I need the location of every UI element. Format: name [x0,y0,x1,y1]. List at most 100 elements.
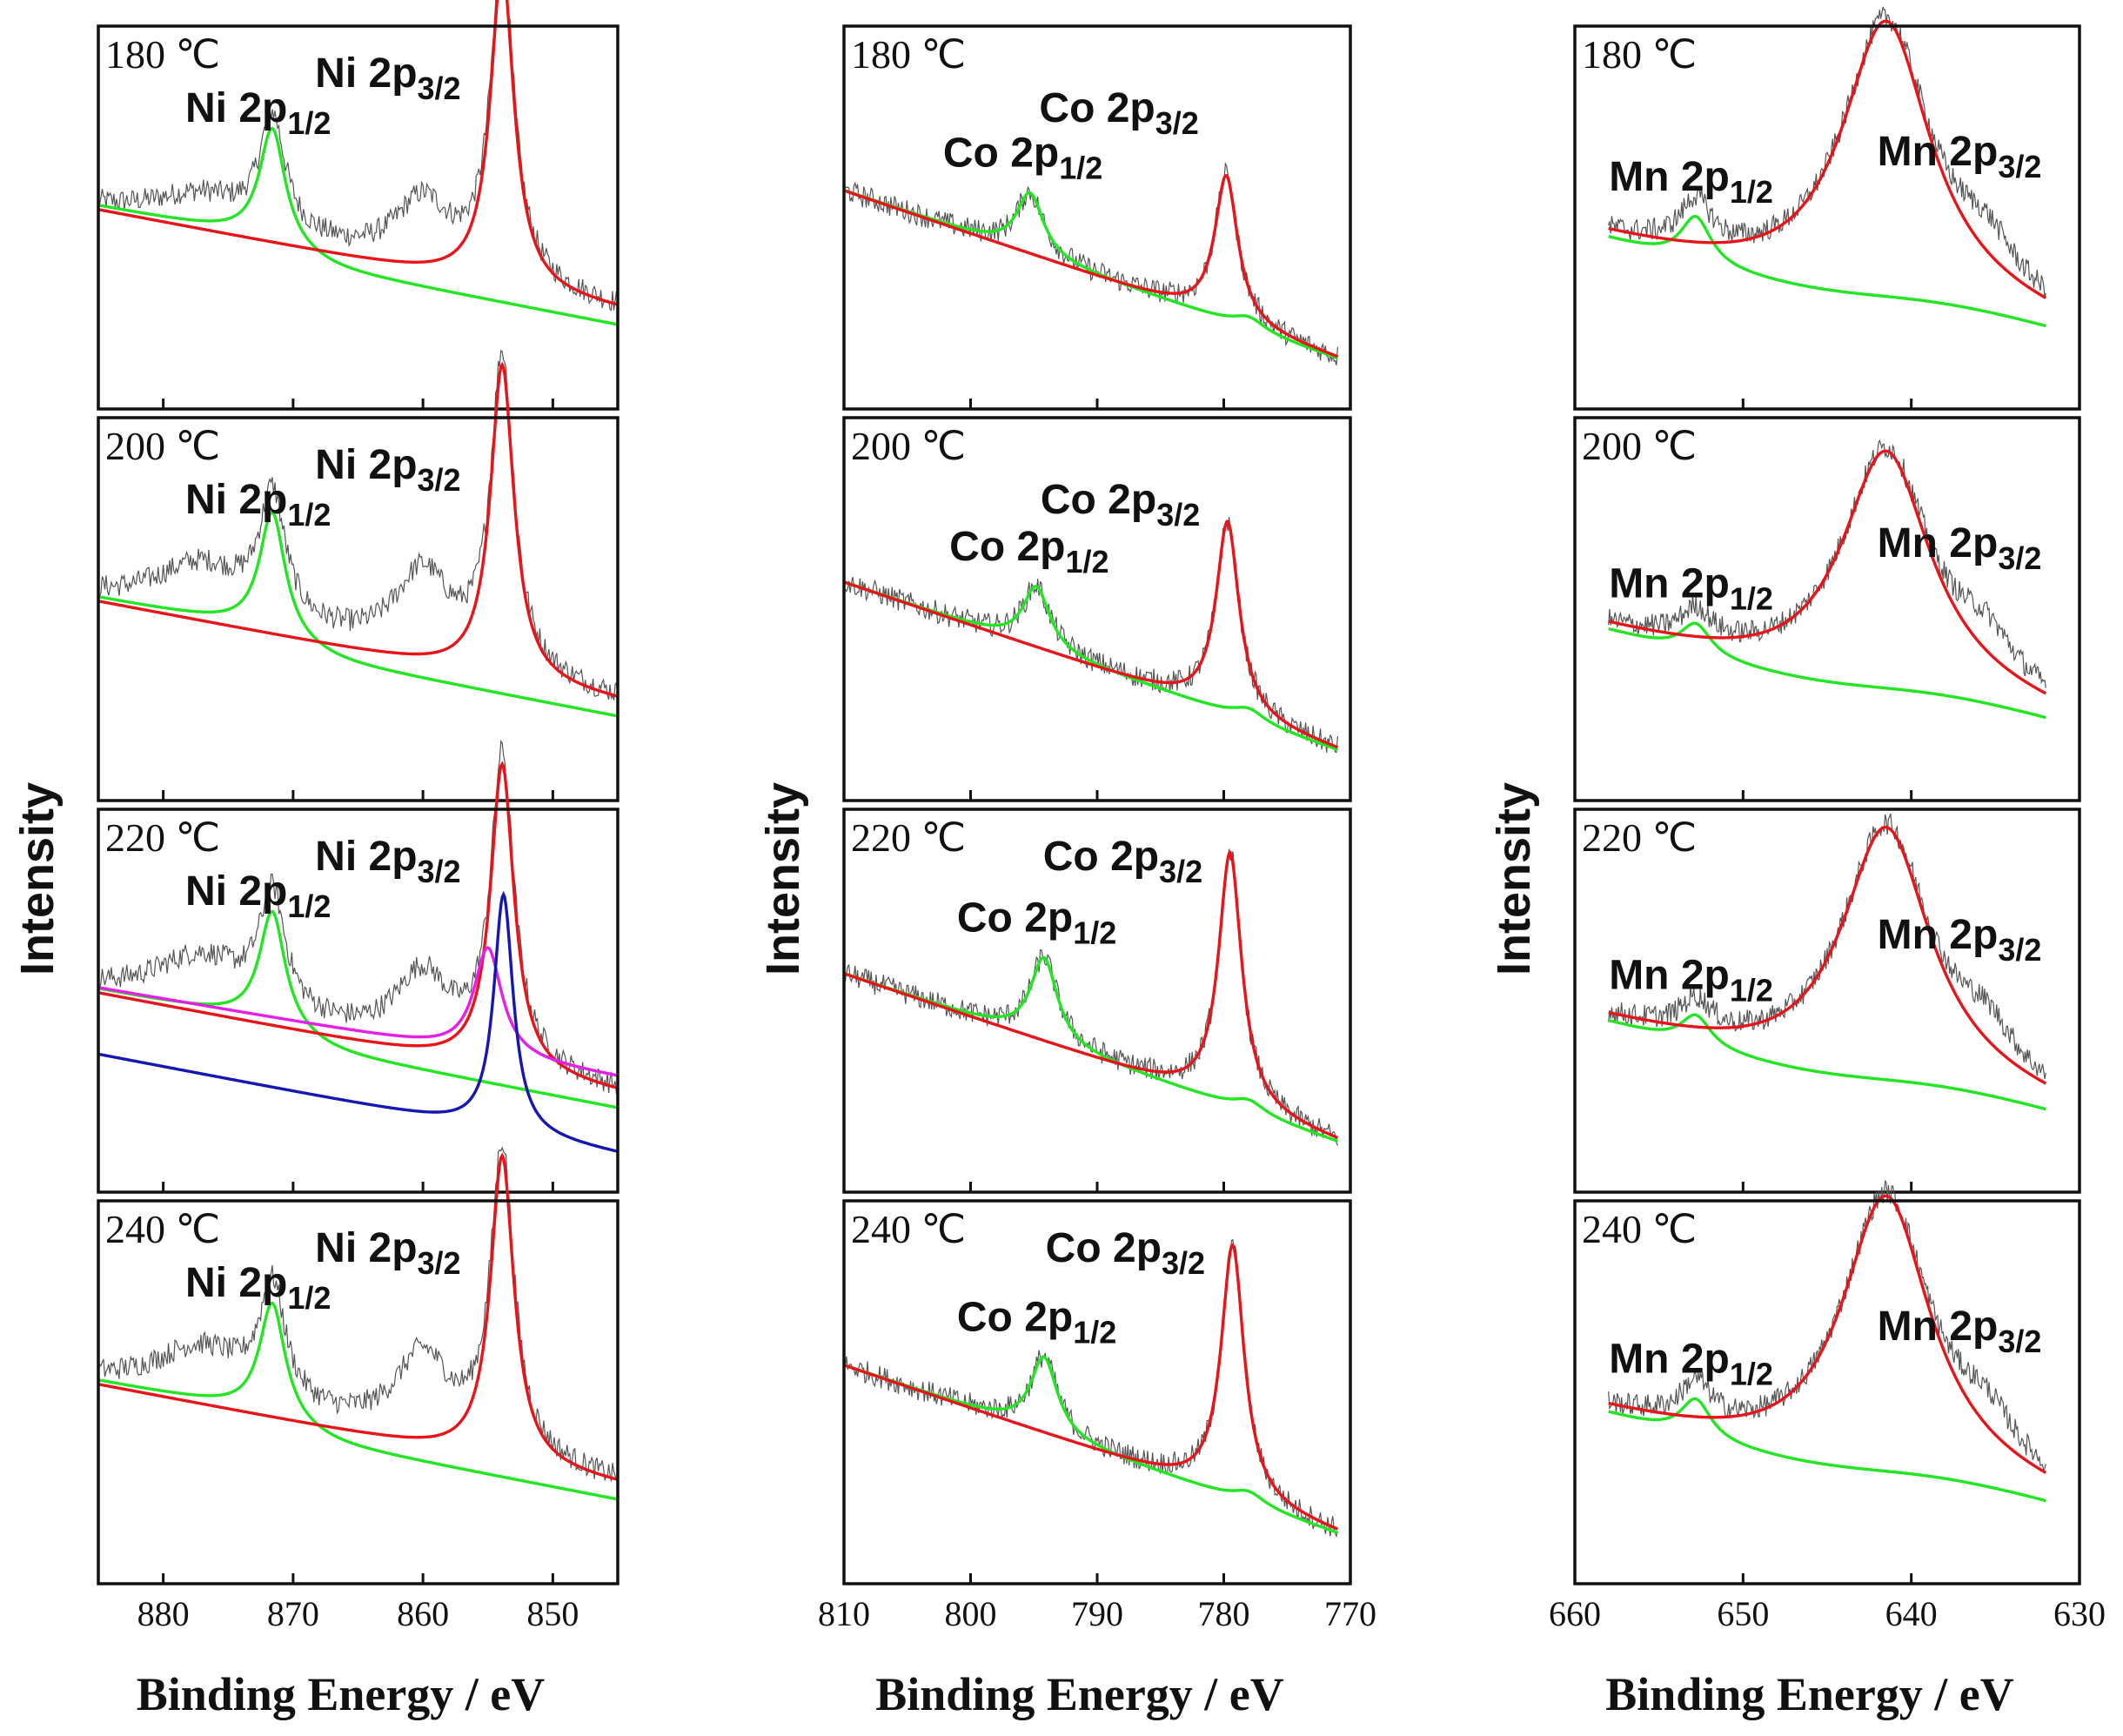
peak-label-2p3-2: Mn 2p3/2 [1878,520,2042,576]
panel-mn-4: 240 ℃ Mn 2p1/2 Mn 2p3/2 [1573,1179,2081,1585]
x-axis-title: Binding Energy / eV [1605,1668,2014,1720]
x-tick-label: 630 [2053,1594,2106,1633]
temperature-label: 240 ℃ [1582,1207,1697,1251]
x-axis-title: Binding Energy / eV [875,1668,1284,1720]
y-axis-title: Intensity [11,782,64,975]
panel-mn-1: 180 ℃ Mn 2p1/2 Mn 2p3/2 [1573,6,2081,411]
x-tick-label: 800 [945,1594,997,1633]
x-tick-label: 860 [397,1594,449,1633]
panel-ni-4: 240 ℃ Ni 2p1/2Ni 2p3/2 [97,1146,619,1585]
temperature-label: 240 ℃ [105,1207,220,1251]
temperature-label: 220 ℃ [1582,815,1697,860]
x-tick-label: 790 [1071,1594,1123,1633]
peak-label-2p3-2: Mn 2p3/2 [1878,1304,2042,1359]
fit-green-line [97,1301,619,1501]
peak-label-2p1-2: Co 2p1/2 [957,895,1116,950]
peak-label-2p3-2: Ni 2p3/2 [315,50,460,106]
y-axis-title: Intensity [757,782,809,975]
peak-label-2p1-2: Co 2p1/2 [957,1294,1116,1350]
panel-frame [1573,808,2081,1194]
panel-co-1: 180 ℃ Co 2p1/2Co 2p3/2 [842,24,1352,411]
fit-red-line [1608,449,2047,695]
peak-label-2p1-2: Ni 2p1/2 [185,477,331,533]
panel-ni-1: 180 ℃ Ni 2p1/2Ni 2p3/2 [97,0,619,411]
fit-green-line [1608,1013,2046,1111]
fit-component-b-line [97,946,619,1077]
panel-frame [97,1199,619,1585]
fit-green-line [843,955,1338,1143]
peak-label-2p3-2: Ni 2p3/2 [315,834,460,889]
panel-ni-3: 220 ℃ Ni 2p1/2Ni 2p3/2 [97,740,619,1194]
panel-frame [97,808,619,1194]
chart-column-mn: 180 ℃ Mn 2p1/2 Mn 2p3/2 200 ℃ Mn 2p1/2 Mn 2p3… [1488,6,2106,1720]
peak-label-2p1-2: Co 2p1/2 [949,524,1108,580]
fit-red-line [843,1243,1339,1531]
raw-spectrum-line [1608,6,2046,298]
raw-spectrum-line [1608,439,2046,688]
fit-green-line [843,1355,1338,1535]
fit-red-line [843,850,1339,1140]
peak-label-2p1-2: Mn 2p1/2 [1609,952,1773,1008]
x-tick-label: 850 [526,1594,579,1633]
peak-label-2p1-2: Ni 2p1/2 [185,1260,331,1316]
peak-label-2p1-2: Mn 2p1/2 [1609,1337,1773,1392]
fit-component-a-line [97,890,619,1153]
fit-red-line [97,1152,619,1481]
raw-spectrum-line [97,349,619,700]
x-tick-label: 780 [1198,1594,1250,1633]
fit-green-line [97,126,619,326]
fit-green-line [1608,621,2046,720]
temperature-label: 200 ℃ [1582,424,1697,468]
x-tick-label: 770 [1324,1594,1376,1633]
x-tick-label: 660 [1549,1594,1601,1633]
panel-frame [97,416,619,802]
peak-label-2p1-2: Co 2p1/2 [943,130,1102,185]
raw-spectrum-line [843,516,1338,754]
peak-label-2p3-2: Co 2p3/2 [1046,1225,1205,1281]
panel-mn-2: 200 ℃ Mn 2p1/2 Mn 2p3/2 [1573,416,2081,802]
panel-frame [1573,24,2081,411]
panel-co-4: 240 ℃ Co 2p1/2 Co 2p3/2 [842,1199,1352,1585]
fit-green-line [97,909,619,1109]
panel-frame [97,24,619,411]
panel-co-2: 200 ℃ Co 2p1/2Co 2p3/2 [842,416,1352,802]
peak-label-2p3-2: Co 2p3/2 [1039,85,1198,141]
peak-label-2p1-2: Mn 2p1/2 [1609,560,1773,616]
peak-label-2p3-2: Mn 2p3/2 [1878,912,2042,968]
x-tick-label: 650 [1717,1594,1769,1633]
temperature-label: 180 ℃ [1582,32,1697,77]
peak-label-2p1-2: Ni 2p1/2 [185,868,331,924]
fit-green-line [97,510,619,718]
temperature-label: 180 ℃ [851,32,966,77]
panel-frame [1573,1199,2081,1585]
fit-red-line [97,0,619,306]
x-tick-label: 810 [818,1594,870,1633]
panel-frame [1573,416,2081,802]
fit-red-line [1608,826,2047,1085]
panel-mn-3: 220 ℃ Mn 2p1/2 Mn 2p3/2 [1573,808,2081,1194]
raw-spectrum-line [1608,1179,2046,1472]
fit-red-line [1608,19,2047,299]
temperature-label: 220 ℃ [851,815,966,860]
peak-label-2p3-2: Ni 2p3/2 [315,442,460,498]
raw-spectrum-line [843,162,1338,365]
panel-ni-2: 200 ℃ Ni 2p1/2Ni 2p3/2 [97,349,619,802]
fit-red-line [843,173,1339,359]
fit-red-line [1608,1194,2047,1474]
peak-label-2p3-2: Co 2p3/2 [1043,834,1202,889]
y-axis-title: Intensity [1488,782,1540,975]
temperature-label: 200 ℃ [105,424,220,468]
x-tick-label: 880 [137,1594,190,1633]
fit-red-line [843,519,1339,749]
x-tick-label: 640 [1885,1594,1938,1633]
raw-spectrum-line [1608,813,2046,1079]
raw-spectrum-line [97,740,619,1095]
peak-label-2p1-2: Ni 2p1/2 [185,85,331,141]
temperature-label: 180 ℃ [105,32,220,77]
panel-co-3: 220 ℃ Co 2p1/2 Co 2p3/2 [842,808,1352,1194]
temperature-label: 200 ℃ [851,424,966,468]
peak-label-2p1-2: Mn 2p1/2 [1609,154,1773,210]
